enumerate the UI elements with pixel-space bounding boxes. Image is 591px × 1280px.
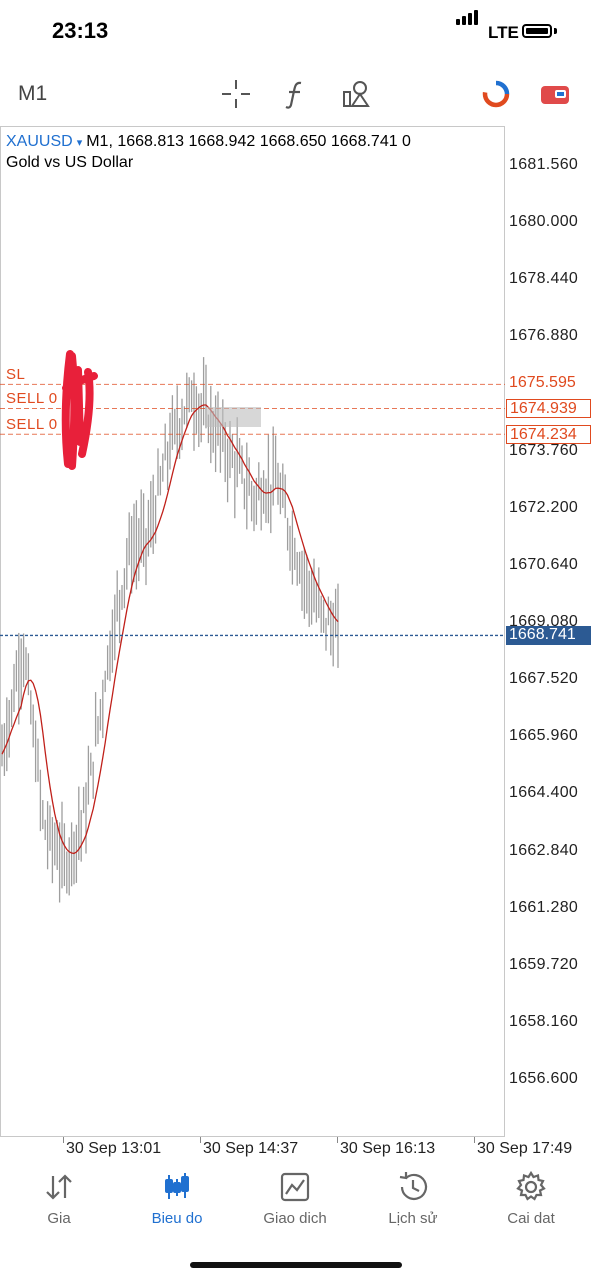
time-axis-label: 30 Sep 14:37 bbox=[203, 1140, 299, 1157]
price-axis-label: 1658.160 bbox=[509, 1012, 579, 1030]
bottom-nav: Gia Bieu do Giao dich Lịch sử Cai dat bbox=[0, 1168, 591, 1280]
nav-history[interactable]: Lịch sử bbox=[354, 1170, 472, 1227]
battery-icon bbox=[522, 24, 552, 38]
symbol-name[interactable]: XAUUSD bbox=[6, 133, 73, 150]
ohlc-values: M1, 1668.813 1668.942 1668.650 1668.741 … bbox=[86, 133, 411, 150]
timeframe-button[interactable]: M1 bbox=[18, 82, 48, 105]
home-indicator bbox=[190, 1262, 402, 1268]
time-axis-tick bbox=[200, 1137, 201, 1143]
price-axis-label: 1659.720 bbox=[509, 955, 579, 973]
price-axis-label: 1656.600 bbox=[509, 1070, 579, 1087]
time-axis-tick bbox=[474, 1137, 475, 1143]
crosshair-icon[interactable] bbox=[220, 78, 252, 110]
selection-rectangle bbox=[205, 407, 261, 427]
one-click-icon[interactable] bbox=[539, 78, 571, 110]
price-axis-label: 1667.520 bbox=[509, 670, 579, 688]
time-axis-label: 30 Sep 13:01 bbox=[66, 1140, 162, 1157]
trade-toggle-icon[interactable] bbox=[480, 78, 512, 110]
chart-frame bbox=[0, 126, 505, 1137]
bid-price-tag: 1668.741 bbox=[506, 626, 591, 645]
indicator-f-icon[interactable] bbox=[280, 78, 312, 110]
nav-quotes[interactable]: Gia bbox=[0, 1170, 118, 1227]
order-line-label[interactable]: SELL 0 bbox=[6, 390, 58, 407]
price-axis-label: 1670.640 bbox=[509, 555, 579, 573]
price-axis-label: 1673.760 bbox=[509, 441, 579, 459]
sell-price-tag: 1674.939 bbox=[506, 399, 591, 418]
quotes-arrows-icon bbox=[46, 1174, 72, 1200]
symbol-header: XAUUSD ▾ M1, 1668.813 1668.942 1668.650 16… bbox=[6, 133, 411, 151]
history-clock-icon bbox=[399, 1172, 428, 1200]
settings-gear-icon bbox=[516, 1170, 546, 1201]
price-axis-label: 1661.280 bbox=[509, 898, 579, 916]
price-axis-label: 1678.440 bbox=[509, 270, 579, 288]
sell-price-tag: 1674.234 bbox=[506, 425, 591, 444]
nav-settings[interactable]: Cai dat bbox=[472, 1170, 590, 1227]
trade-chart-icon bbox=[280, 1172, 310, 1202]
symbol-description: Gold vs US Dollar bbox=[6, 154, 134, 171]
chart-area[interactable]: XAUUSD ▾ M1, 1668.813 1668.942 1668.650 16… bbox=[0, 126, 591, 1166]
sl-price-tag: 1675.595 bbox=[506, 374, 591, 393]
nav-trade[interactable]: Giao dich bbox=[236, 1170, 354, 1227]
status-time: 23:13 bbox=[52, 18, 109, 43]
network-label: LTE bbox=[488, 23, 519, 42]
time-axis-label: 30 Sep 17:49 bbox=[477, 1140, 573, 1157]
chart-candles-icon bbox=[165, 1173, 189, 1199]
battery-tip bbox=[554, 28, 557, 34]
status-bar: 23:13 LTE bbox=[0, 0, 591, 64]
moving-average-line bbox=[1, 404, 339, 855]
nav-label: Lịch sử bbox=[388, 1210, 438, 1227]
objects-icon[interactable] bbox=[340, 78, 372, 110]
price-axis-label: 1680.000 bbox=[509, 213, 579, 231]
nav-label: Giao dich bbox=[263, 1210, 327, 1227]
order-line-label[interactable]: SELL 0 bbox=[6, 416, 58, 433]
time-axis-tick bbox=[63, 1137, 64, 1143]
price-axis-label: 1669.080 bbox=[509, 613, 579, 630]
price-axis-label: 1662.840 bbox=[509, 841, 579, 859]
price-axis-label: 1664.400 bbox=[509, 784, 579, 802]
price-axis-label: 1676.880 bbox=[509, 327, 579, 345]
price-axis-label: 1672.200 bbox=[509, 498, 579, 516]
nav-chart[interactable]: Bieu do bbox=[118, 1170, 236, 1227]
chart-toolbar: M1 bbox=[0, 72, 591, 118]
price-axis-label: 1665.960 bbox=[509, 727, 579, 745]
time-axis-tick bbox=[337, 1137, 338, 1143]
time-axis-label: 30 Sep 16:13 bbox=[340, 1140, 436, 1157]
symbol-arrow-icon[interactable]: ▾ bbox=[76, 137, 83, 149]
nav-label: Gia bbox=[47, 1210, 71, 1227]
nav-label: Cai dat bbox=[507, 1210, 555, 1227]
red-scribble bbox=[61, 350, 98, 470]
price-axis-label: 1681.560 bbox=[509, 156, 579, 173]
nav-label: Bieu do bbox=[151, 1210, 203, 1227]
order-line-label[interactable]: SL bbox=[6, 366, 26, 383]
price-plot bbox=[0, 350, 505, 903]
